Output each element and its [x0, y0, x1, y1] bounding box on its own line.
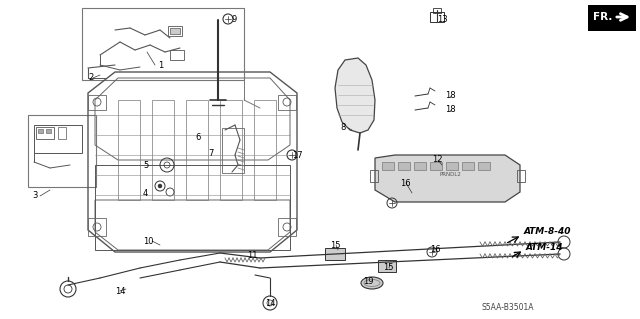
- Bar: [446, 162, 458, 170]
- Bar: [222, 128, 244, 173]
- Bar: [152, 100, 174, 200]
- Text: ATM-14: ATM-14: [526, 243, 563, 253]
- Text: 15: 15: [383, 263, 394, 272]
- Text: 15: 15: [330, 241, 340, 249]
- Text: 14: 14: [265, 299, 275, 308]
- Bar: [433, 8, 441, 13]
- Bar: [588, 5, 636, 31]
- Text: 1: 1: [158, 61, 163, 70]
- Bar: [28, 115, 96, 187]
- Bar: [462, 162, 474, 170]
- Text: 19: 19: [363, 277, 373, 286]
- Bar: [220, 100, 242, 200]
- Text: S5AA-B3501A: S5AA-B3501A: [482, 302, 534, 311]
- Text: 4: 4: [143, 189, 148, 197]
- Text: 12: 12: [432, 155, 442, 165]
- Text: 8: 8: [340, 123, 346, 132]
- Bar: [34, 125, 82, 153]
- Bar: [414, 162, 426, 170]
- Text: 14: 14: [115, 286, 125, 295]
- Bar: [170, 50, 184, 60]
- Bar: [88, 95, 106, 110]
- Text: 11: 11: [247, 250, 257, 259]
- Bar: [254, 100, 276, 200]
- Text: 9: 9: [232, 14, 237, 24]
- Bar: [430, 12, 444, 22]
- Bar: [382, 162, 394, 170]
- Text: 18: 18: [445, 92, 456, 100]
- Bar: [370, 170, 378, 182]
- Bar: [38, 129, 43, 133]
- Text: ATM-8-40: ATM-8-40: [524, 227, 572, 236]
- Polygon shape: [335, 58, 375, 133]
- Text: 7: 7: [208, 149, 213, 158]
- Bar: [430, 162, 442, 170]
- Bar: [378, 260, 396, 272]
- Bar: [88, 218, 106, 236]
- Bar: [82, 8, 244, 80]
- Bar: [278, 218, 296, 236]
- Text: 16: 16: [430, 246, 440, 255]
- Text: 2: 2: [88, 73, 93, 83]
- Text: 5: 5: [143, 160, 148, 169]
- Bar: [186, 100, 208, 200]
- Bar: [46, 129, 51, 133]
- Bar: [168, 26, 182, 36]
- Bar: [478, 162, 490, 170]
- Text: 10: 10: [143, 236, 154, 246]
- Ellipse shape: [361, 277, 383, 289]
- Text: 13: 13: [437, 14, 447, 24]
- Circle shape: [158, 184, 162, 188]
- Text: 3: 3: [32, 191, 37, 201]
- Text: 16: 16: [400, 179, 411, 188]
- Bar: [170, 28, 180, 34]
- Bar: [95, 165, 290, 250]
- Text: 18: 18: [445, 106, 456, 115]
- Bar: [278, 95, 296, 110]
- Bar: [517, 170, 525, 182]
- Text: 6: 6: [195, 132, 200, 142]
- Bar: [118, 100, 140, 200]
- Bar: [325, 248, 345, 260]
- Bar: [36, 127, 54, 139]
- Polygon shape: [375, 155, 520, 202]
- Text: FR.: FR.: [593, 12, 612, 22]
- Bar: [58, 127, 66, 139]
- Text: 17: 17: [292, 152, 303, 160]
- Text: PRNDL2: PRNDL2: [439, 173, 461, 177]
- Bar: [398, 162, 410, 170]
